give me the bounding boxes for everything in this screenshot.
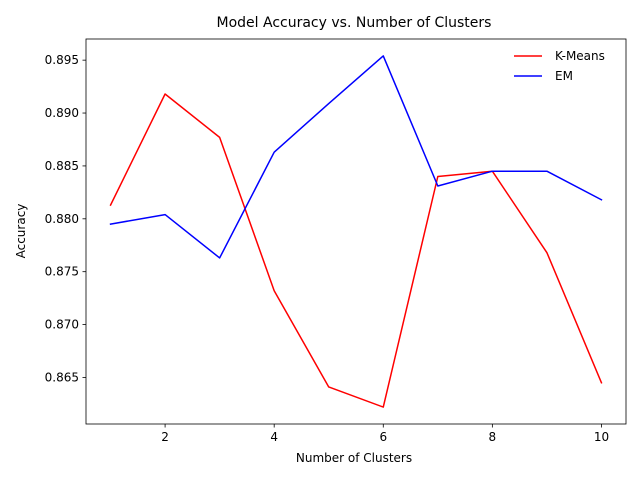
legend-label-em: EM: [555, 69, 573, 83]
y-axis-label: Accuracy: [14, 204, 28, 259]
x-tick-label: 8: [489, 430, 497, 444]
legend-label-k-means: K-Means: [555, 49, 605, 63]
y-tick-label: 0.880: [45, 212, 79, 226]
plot-area: 2 4 6 8 10 0.865 0.870 0.875 0.880 0.885 0.890 0.89…: [45, 38, 627, 444]
y-tick-label: 0.885: [45, 159, 79, 173]
y-tick-label: 0.890: [45, 106, 79, 120]
x-tick-label: 6: [379, 430, 387, 444]
y-tick-label: 0.865: [45, 370, 79, 384]
legend: K-Means EM: [514, 49, 605, 83]
x-tick-label: 4: [270, 430, 278, 444]
x-tick-label: 2: [161, 430, 169, 444]
axes-frame: [85, 38, 627, 425]
series-line-em: [109, 55, 603, 259]
series-line-k-means: [109, 93, 603, 408]
x-axis-label: Number of Clusters: [296, 451, 412, 465]
y-tick-label: 0.895: [45, 53, 79, 67]
y-tick-label: 0.875: [45, 265, 79, 279]
x-tick-label: 10: [594, 430, 609, 444]
y-tick-label: 0.870: [45, 318, 79, 332]
chart-title: Model Accuracy vs. Number of Clusters: [217, 15, 492, 31]
